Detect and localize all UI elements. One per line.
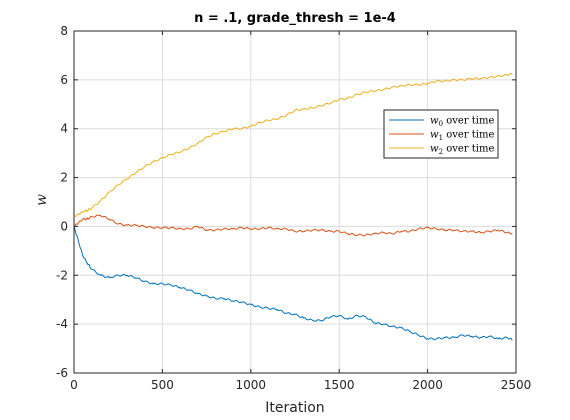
y-tick-label: 2 bbox=[60, 171, 68, 185]
x-tick-label: 0 bbox=[70, 378, 78, 392]
y-tick-label: -2 bbox=[56, 268, 68, 282]
y-tick-label: 4 bbox=[60, 122, 68, 136]
ticks bbox=[73, 30, 517, 374]
y-tick-label: 0 bbox=[60, 219, 68, 233]
x-tick-label: 500 bbox=[151, 378, 174, 392]
grid bbox=[74, 31, 516, 373]
legend-entry: w1 over time bbox=[430, 130, 494, 143]
x-tick-label: 2500 bbox=[501, 378, 532, 392]
y-axis-label: w bbox=[34, 194, 50, 206]
tick-labels: 0 500 1000 1500 2000 2500 -6 -4 -2 0 2 4 6 8 bbox=[56, 24, 531, 392]
x-tick-label: 1000 bbox=[236, 378, 267, 392]
y-tick-label: -4 bbox=[56, 317, 68, 331]
axes-box bbox=[73, 30, 517, 374]
y-tick-label: -6 bbox=[56, 366, 68, 380]
x-axis-label: Iteration bbox=[265, 400, 324, 416]
y-tick-label: 6 bbox=[60, 73, 68, 87]
series-0-line bbox=[73, 226, 513, 341]
x-tick-label: 1500 bbox=[324, 378, 355, 392]
y-tick-label: 8 bbox=[60, 24, 68, 38]
chart-title: n = .1, grade_thresh = 1e-4 bbox=[194, 11, 396, 26]
legend-entry: w2 over time bbox=[430, 144, 494, 157]
series-lines bbox=[73, 72, 513, 341]
series-2-line bbox=[73, 72, 513, 218]
series-1-line bbox=[73, 214, 513, 237]
x-tick-label: 2000 bbox=[412, 378, 443, 392]
legend-entry: w0 over time bbox=[430, 116, 494, 129]
